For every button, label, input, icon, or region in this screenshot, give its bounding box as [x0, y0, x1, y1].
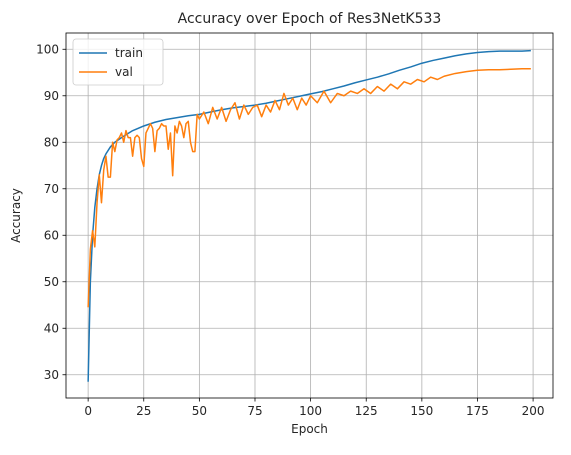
x-tick-label: 150	[410, 404, 433, 418]
y-tick-label: 50	[44, 275, 59, 289]
legend-label-train: train	[115, 46, 143, 60]
legend-box	[72, 38, 164, 86]
plot-lines	[87, 49, 531, 382]
y-tick-label: 60	[44, 228, 59, 242]
x-tick-label: 175	[466, 404, 489, 418]
x-tick-label: 50	[192, 404, 207, 418]
x-tick-label: 75	[247, 404, 262, 418]
x-axis: 0 25 50 75 100 125 150 175 200	[84, 398, 545, 418]
x-axis-label: Epoch	[291, 422, 328, 436]
x-tick-label: 200	[522, 404, 545, 418]
x-tick-label: 25	[136, 404, 151, 418]
gridlines	[66, 33, 553, 398]
y-axis: 30 40 50 60 70 80 90 100	[36, 42, 66, 382]
x-tick-label: 0	[84, 404, 92, 418]
series-line-val	[87, 68, 531, 308]
x-tick-label: 100	[299, 404, 322, 418]
y-tick-label: 90	[44, 89, 59, 103]
y-tick-label: 80	[44, 135, 59, 149]
plot-frame	[65, 32, 554, 399]
x-tick-label: 125	[355, 404, 378, 418]
y-tick-label: 30	[44, 368, 59, 382]
series-line-train	[87, 49, 531, 382]
y-tick-label: 100	[36, 42, 59, 56]
y-tick-label: 40	[44, 321, 59, 335]
chart-title: Accuracy over Epoch of Res3NetK533	[178, 11, 442, 27]
y-axis-label: Accuracy	[9, 188, 23, 243]
legend-label-val: val	[115, 65, 133, 79]
legend: train val	[72, 38, 164, 86]
y-tick-label: 70	[44, 182, 59, 196]
